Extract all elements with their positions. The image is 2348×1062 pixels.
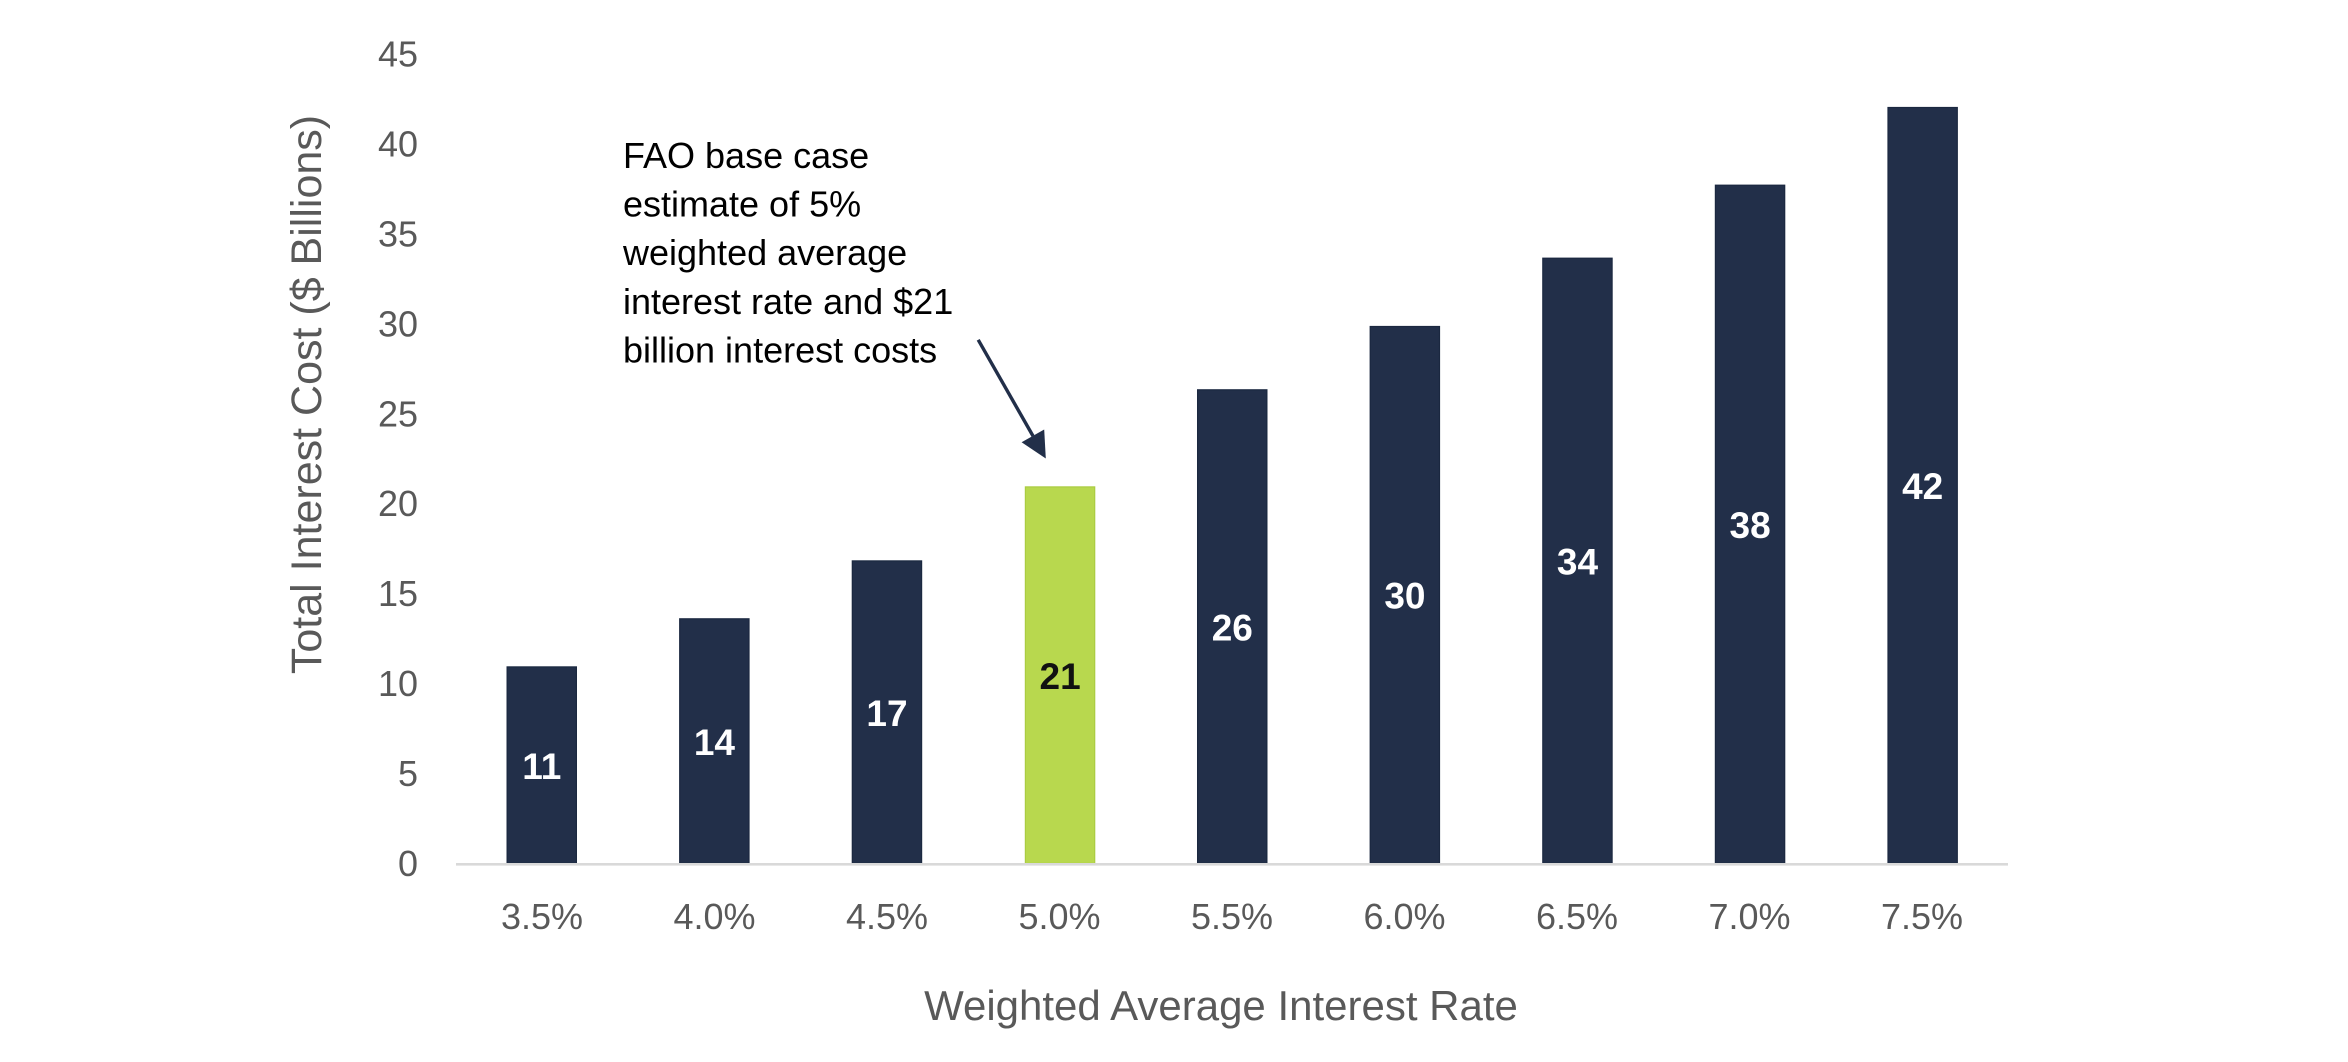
svg-text:0: 0 [398, 843, 418, 884]
svg-text:40: 40 [378, 123, 418, 164]
svg-text:35: 35 [378, 213, 418, 254]
svg-text:6.5%: 6.5% [1536, 896, 1618, 937]
svg-text:42: 42 [1902, 466, 1943, 507]
svg-text:34: 34 [1557, 542, 1599, 583]
svg-text:4.5%: 4.5% [846, 896, 928, 937]
svg-text:5.5%: 5.5% [1191, 896, 1273, 937]
svg-text:7.0%: 7.0% [1708, 896, 1790, 937]
svg-text:billion interest costs: billion interest costs [623, 329, 937, 370]
svg-text:30: 30 [378, 303, 418, 344]
svg-text:weighted average: weighted average [622, 232, 907, 273]
svg-text:FAO base case: FAO base case [623, 135, 869, 176]
svg-text:10: 10 [378, 663, 418, 704]
svg-text:15: 15 [378, 573, 418, 614]
svg-text:7.5%: 7.5% [1881, 896, 1963, 937]
svg-text:11: 11 [522, 746, 561, 787]
svg-text:30: 30 [1384, 576, 1425, 617]
svg-text:17: 17 [866, 693, 907, 734]
svg-text:25: 25 [378, 393, 418, 434]
svg-text:6.0%: 6.0% [1363, 896, 1445, 937]
svg-text:20: 20 [378, 483, 418, 524]
svg-text:3.5%: 3.5% [501, 896, 583, 937]
svg-text:38: 38 [1730, 505, 1771, 546]
svg-text:5.0%: 5.0% [1018, 896, 1100, 937]
svg-text:5: 5 [398, 753, 418, 794]
svg-text:14: 14 [694, 722, 736, 763]
svg-text:45: 45 [378, 34, 418, 75]
svg-text:4.0%: 4.0% [673, 896, 755, 937]
svg-text:26: 26 [1212, 607, 1253, 648]
svg-text:Total Interest Cost ($ Billion: Total Interest Cost ($ Billions) [283, 115, 331, 674]
svg-text:estimate of 5%: estimate of 5% [623, 184, 861, 225]
svg-text:21: 21 [1040, 656, 1081, 697]
svg-text:interest rate and $21: interest rate and $21 [623, 281, 953, 322]
svg-text:Weighted Average Interest Rate: Weighted Average Interest Rate [924, 982, 1518, 1029]
